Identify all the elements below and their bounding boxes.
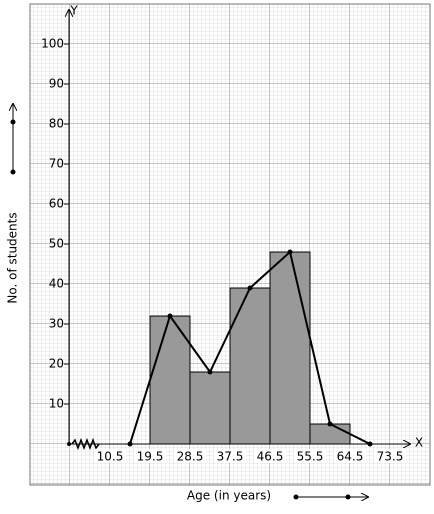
- bar: [309, 423, 351, 445]
- x-tick-label: 19.5: [137, 450, 164, 464]
- x-tick-label-bg: [254, 449, 286, 463]
- graph-paper: [29, 3, 431, 486]
- x-tick-label-bg: [214, 449, 246, 463]
- y-tick-label: 90: [49, 77, 64, 91]
- y-tick-label: 80: [49, 117, 64, 131]
- bar: [229, 287, 271, 445]
- polygon-point: [207, 369, 213, 375]
- bar: [269, 251, 311, 445]
- direction-arrows: [11, 104, 368, 499]
- polygon-point: [167, 313, 173, 319]
- y-tick-label: 60: [49, 197, 64, 211]
- y-tick-label: 70: [49, 157, 64, 171]
- bar: [189, 371, 231, 445]
- polygon-point: [327, 421, 333, 427]
- y-tick-label: 20: [49, 357, 64, 371]
- x-tick-label: 37.5: [217, 450, 244, 464]
- x-tick-label-bg: [94, 449, 126, 463]
- polygon-point: [367, 441, 373, 447]
- x-tick-label: 73.5: [377, 450, 404, 464]
- polygon-point: [247, 285, 253, 291]
- y-tick-label: 30: [49, 317, 64, 331]
- x-tick-label-bg: [294, 449, 326, 463]
- y-tick-label: 50: [49, 237, 64, 251]
- x-tick-label: 46.5: [257, 450, 284, 464]
- x-tick-label-bg: [334, 449, 366, 463]
- polygon-point: [287, 249, 293, 255]
- x-axis-name: X: [415, 436, 423, 450]
- x-tick-label-bg: [374, 449, 406, 463]
- x-tick-label: 28.5: [177, 450, 204, 464]
- x-tick-label-bg: [174, 449, 206, 463]
- y-axis-name: Y: [69, 4, 78, 18]
- y-axis-label: No. of students: [6, 212, 20, 303]
- x-tick-label: 64.5: [337, 450, 364, 464]
- polygon-point: [127, 441, 133, 447]
- x-axis-label: Age (in years): [187, 489, 271, 503]
- y-tick-label: 100: [41, 37, 64, 51]
- x-tick-label: 10.5: [97, 450, 124, 464]
- y-tick-label: 10: [49, 397, 64, 411]
- x-tick-label-bg: [134, 449, 166, 463]
- y-tick-label: 40: [49, 277, 64, 291]
- x-tick-label: 55.5: [297, 450, 324, 464]
